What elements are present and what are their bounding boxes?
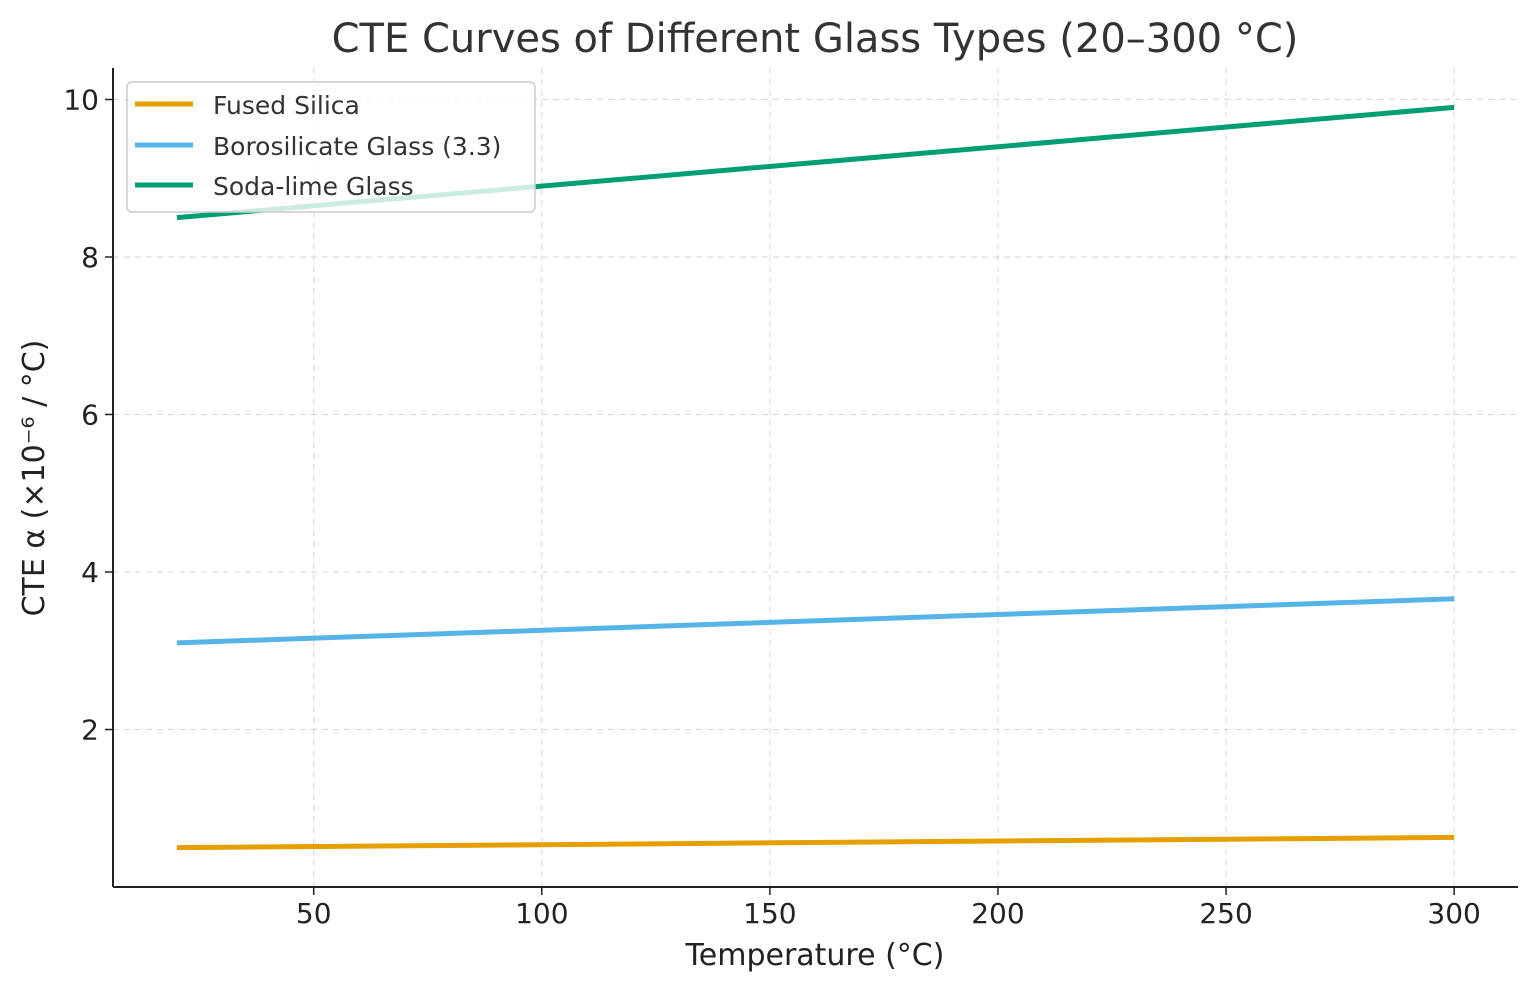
y-tick-label: 8: [81, 241, 99, 274]
legend-label-soda-lime: Soda-lime Glass: [213, 172, 414, 201]
y-axis-label: CTE α (×10⁻⁶ / °C): [17, 340, 52, 617]
legend-label-borosilicate: Borosilicate Glass (3.3): [213, 132, 501, 161]
series-line-fused-silica: [176, 834, 1455, 851]
x-tick-label: 200: [971, 897, 1024, 930]
legend-label-fused-silica: Fused Silica: [213, 91, 360, 120]
ticks: 50 100 150 200 250 300 2 4 6 8 10: [63, 84, 1481, 931]
x-tick-label: 150: [743, 897, 796, 930]
series-lines: [176, 104, 1455, 851]
legend: Fused Silica Borosilicate Glass (3.3) So…: [126, 81, 536, 213]
x-tick-label: 50: [296, 897, 332, 930]
x-tick-label: 250: [1199, 897, 1252, 930]
y-tick-label: 10: [63, 84, 99, 117]
legend-box: [126, 81, 536, 213]
series-line-borosilicate-glass-3-3: [176, 596, 1455, 646]
axes: [112, 68, 1518, 888]
y-tick-label: 6: [81, 399, 99, 432]
x-tick-label: 300: [1427, 897, 1480, 930]
y-tick-label: 2: [81, 714, 99, 747]
x-tick-label: 100: [515, 897, 568, 930]
x-axis-label: Temperature (°C): [685, 938, 945, 973]
y-tick-label: 4: [81, 556, 99, 589]
chart-title: CTE Curves of Different Glass Types (20–…: [332, 16, 1299, 62]
